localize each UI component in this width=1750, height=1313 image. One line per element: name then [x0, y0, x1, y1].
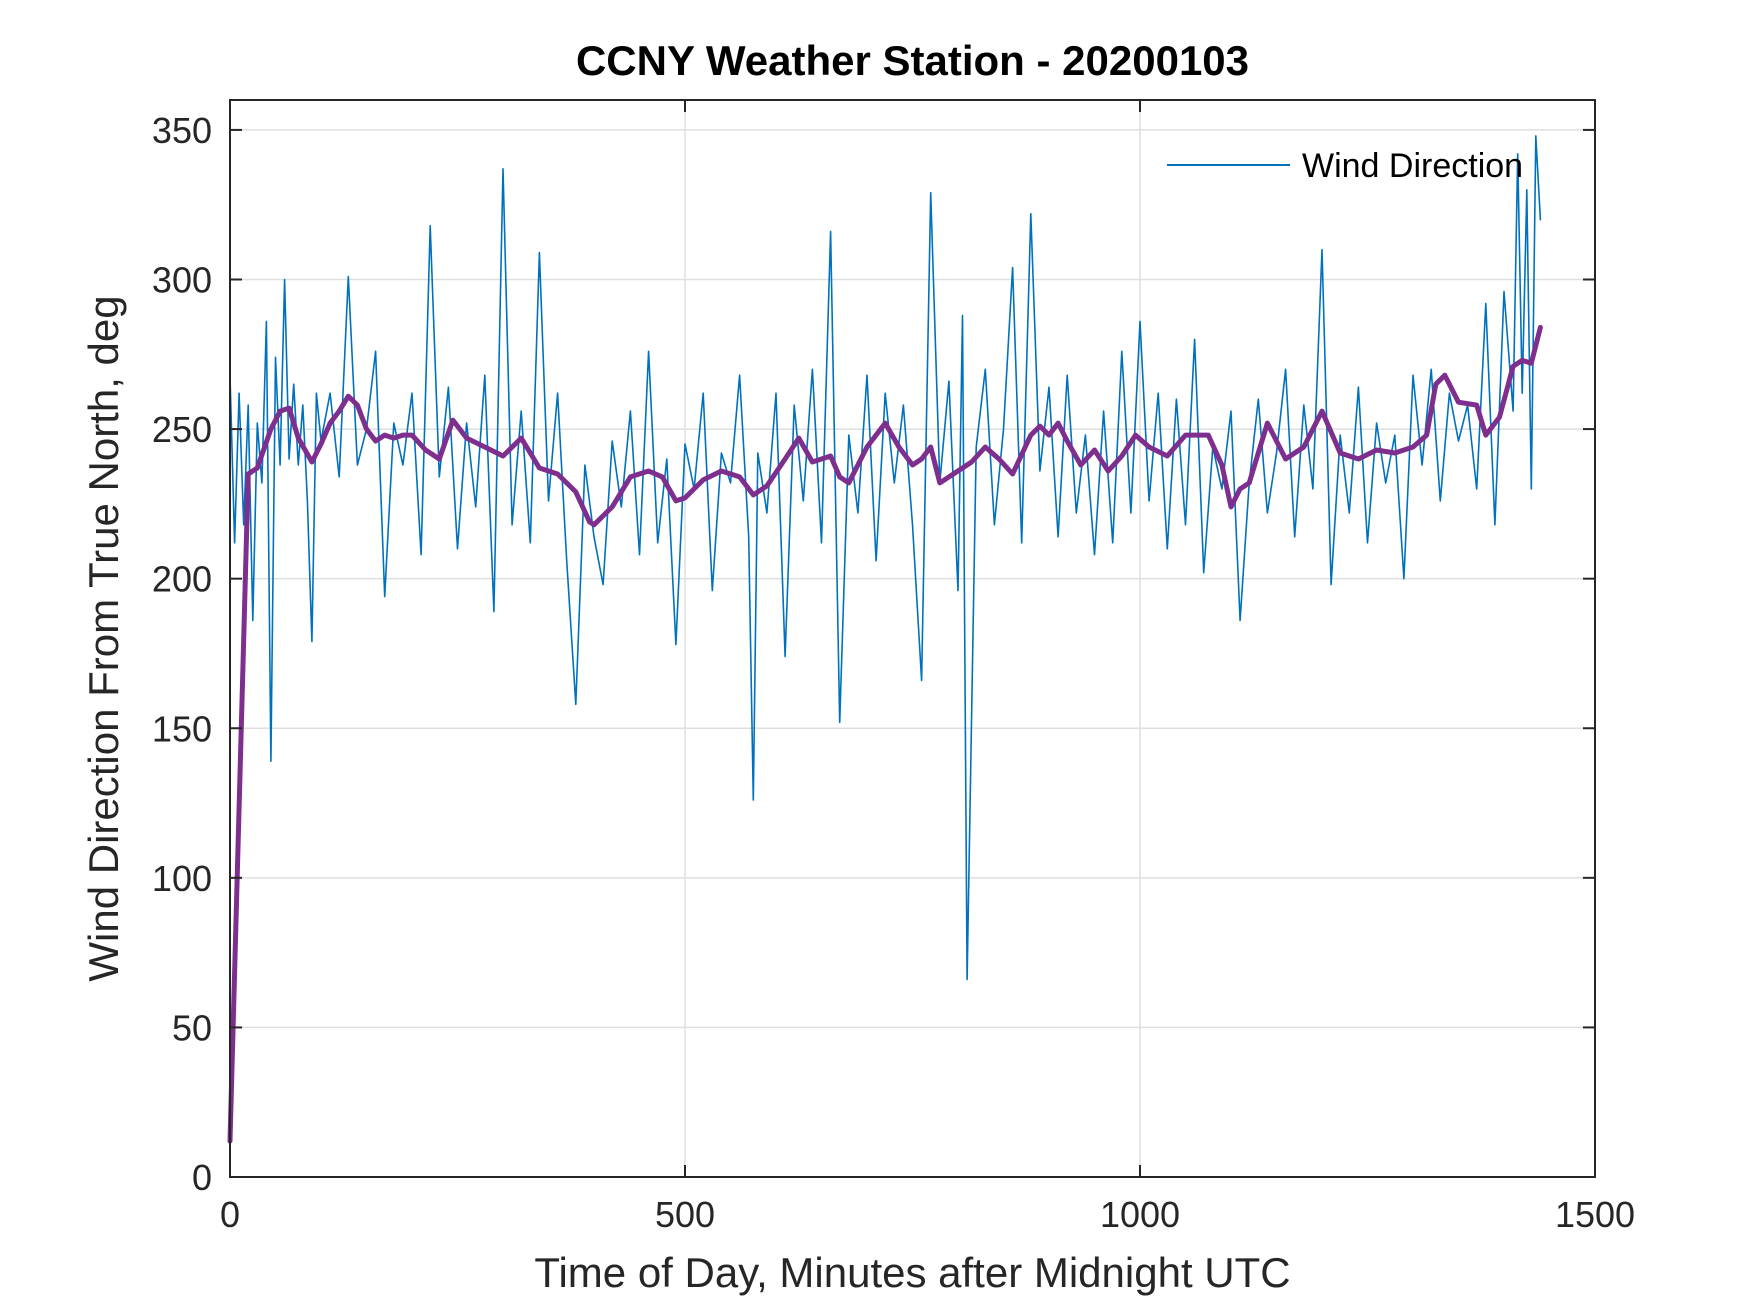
chart-title: CCNY Weather Station - 20200103 — [576, 37, 1249, 84]
plot-frame — [229, 99, 1596, 1178]
grid — [230, 100, 1595, 1177]
y-tick-label: 350 — [152, 110, 212, 151]
legend-entry-wind-direction: Wind Direction — [1302, 147, 1523, 185]
y-axis-label: Wind Direction From True North, deg — [80, 295, 127, 981]
legend: Wind Direction — [1167, 147, 1523, 185]
x-tick-label: 1000 — [1100, 1194, 1180, 1235]
y-tick-label: 50 — [172, 1007, 212, 1048]
y-tick-label: 200 — [152, 559, 212, 600]
y-tick-label: 0 — [192, 1157, 212, 1198]
y-tick-label: 300 — [152, 260, 212, 301]
ticks: 0 500 1000 1500 0 50 100 150 200 250 300 350 — [152, 100, 1635, 1235]
y-tick-label: 150 — [152, 708, 212, 749]
plot-area — [230, 100, 1595, 1177]
x-tick-label: 0 — [220, 1194, 240, 1235]
x-axis-label: Time of Day, Minutes after Midnight UTC — [534, 1249, 1290, 1296]
series-line-smoothed — [227, 324, 1543, 1144]
y-tick-label: 100 — [152, 858, 212, 899]
series-layer — [227, 135, 1543, 1144]
x-tick-label: 1500 — [1555, 1194, 1635, 1235]
x-tick-label: 500 — [655, 1194, 715, 1235]
y-tick-label: 250 — [152, 409, 212, 450]
